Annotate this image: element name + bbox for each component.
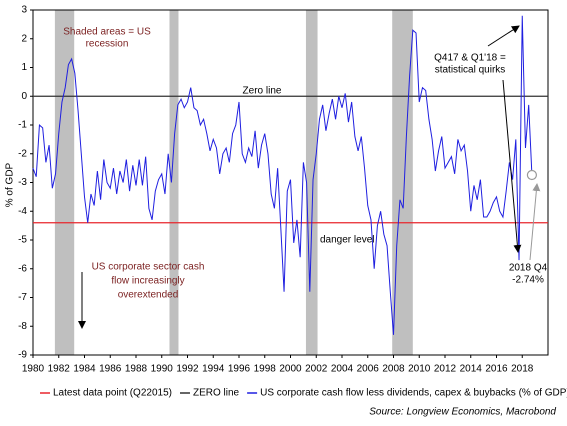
annotation: US corporate sector cash xyxy=(92,262,205,273)
y-tick-label: 1 xyxy=(21,62,27,73)
annotation-arrow xyxy=(529,183,541,261)
recession-shade xyxy=(169,10,179,355)
annotation: recession xyxy=(86,39,129,50)
annotation: flow increasingly xyxy=(111,276,184,287)
y-tick-label: -5 xyxy=(18,235,27,246)
x-tick-label: 1998 xyxy=(254,364,277,375)
x-tick-label: 1984 xyxy=(73,364,96,375)
latest-point xyxy=(526,169,538,181)
x-tick-label: 2012 xyxy=(434,364,457,375)
x-tick-label: 2006 xyxy=(357,364,380,375)
x-tick-label: 2004 xyxy=(331,364,354,375)
recession-shade xyxy=(305,10,318,355)
annotation: Zero line xyxy=(243,86,282,97)
legend-label: US corporate cash flow less dividends, c… xyxy=(260,388,567,399)
annotation: Shaded areas = US xyxy=(63,27,151,38)
x-tick-label: 1990 xyxy=(151,364,174,375)
x-tick-label: 1980 xyxy=(22,364,45,375)
x-tick-label: 2002 xyxy=(305,364,328,375)
recession-shade xyxy=(54,10,75,355)
legend-label: ZERO line xyxy=(193,388,240,399)
annotation: statistical quirks xyxy=(435,65,506,76)
series-line xyxy=(32,15,533,335)
annotation: danger level xyxy=(320,235,374,246)
annotation: -2.74% xyxy=(512,275,544,286)
annotation: overextended xyxy=(118,290,179,301)
x-tick-label: 2000 xyxy=(279,364,302,375)
x-tick-label: 2008 xyxy=(382,364,405,375)
x-tick-label: 1988 xyxy=(125,364,148,375)
source: Source: Longview Economics, Macrobond xyxy=(369,407,556,418)
y-tick-label: -6 xyxy=(18,263,27,274)
x-tick-label: 2018 xyxy=(511,364,534,375)
annotation-arrow xyxy=(502,79,522,253)
y-axis-label: % of GDP xyxy=(5,162,16,207)
y-tick-label: 3 xyxy=(21,5,27,16)
recession-shade xyxy=(392,10,413,355)
annotation: 2018 Q4 xyxy=(509,263,548,274)
x-tick-label: 1992 xyxy=(176,364,199,375)
x-tick-label: 2010 xyxy=(408,364,431,375)
x-tick-label: 2016 xyxy=(485,364,508,375)
y-tick-label: 0 xyxy=(21,91,27,102)
x-tick-label: 1982 xyxy=(48,364,71,375)
x-tick-label: 1994 xyxy=(202,364,225,375)
y-tick-label: -4 xyxy=(18,206,27,217)
y-tick-label: 2 xyxy=(21,33,27,44)
y-tick-label: -1 xyxy=(18,120,27,131)
x-tick-label: 1986 xyxy=(99,364,122,375)
y-tick-label: -2 xyxy=(18,148,27,159)
annotation: Q417 & Q1'18 = xyxy=(434,53,506,64)
y-tick-label: -7 xyxy=(18,292,27,303)
y-tick-label: -8 xyxy=(18,321,27,332)
y-tick-label: -3 xyxy=(18,177,27,188)
x-tick-label: 1996 xyxy=(228,364,251,375)
x-tick-label: 2014 xyxy=(460,364,483,375)
legend-label: Latest data point (Q22015) xyxy=(53,388,172,399)
y-tick-label: -9 xyxy=(18,350,27,361)
annotation-arrow xyxy=(487,25,520,47)
